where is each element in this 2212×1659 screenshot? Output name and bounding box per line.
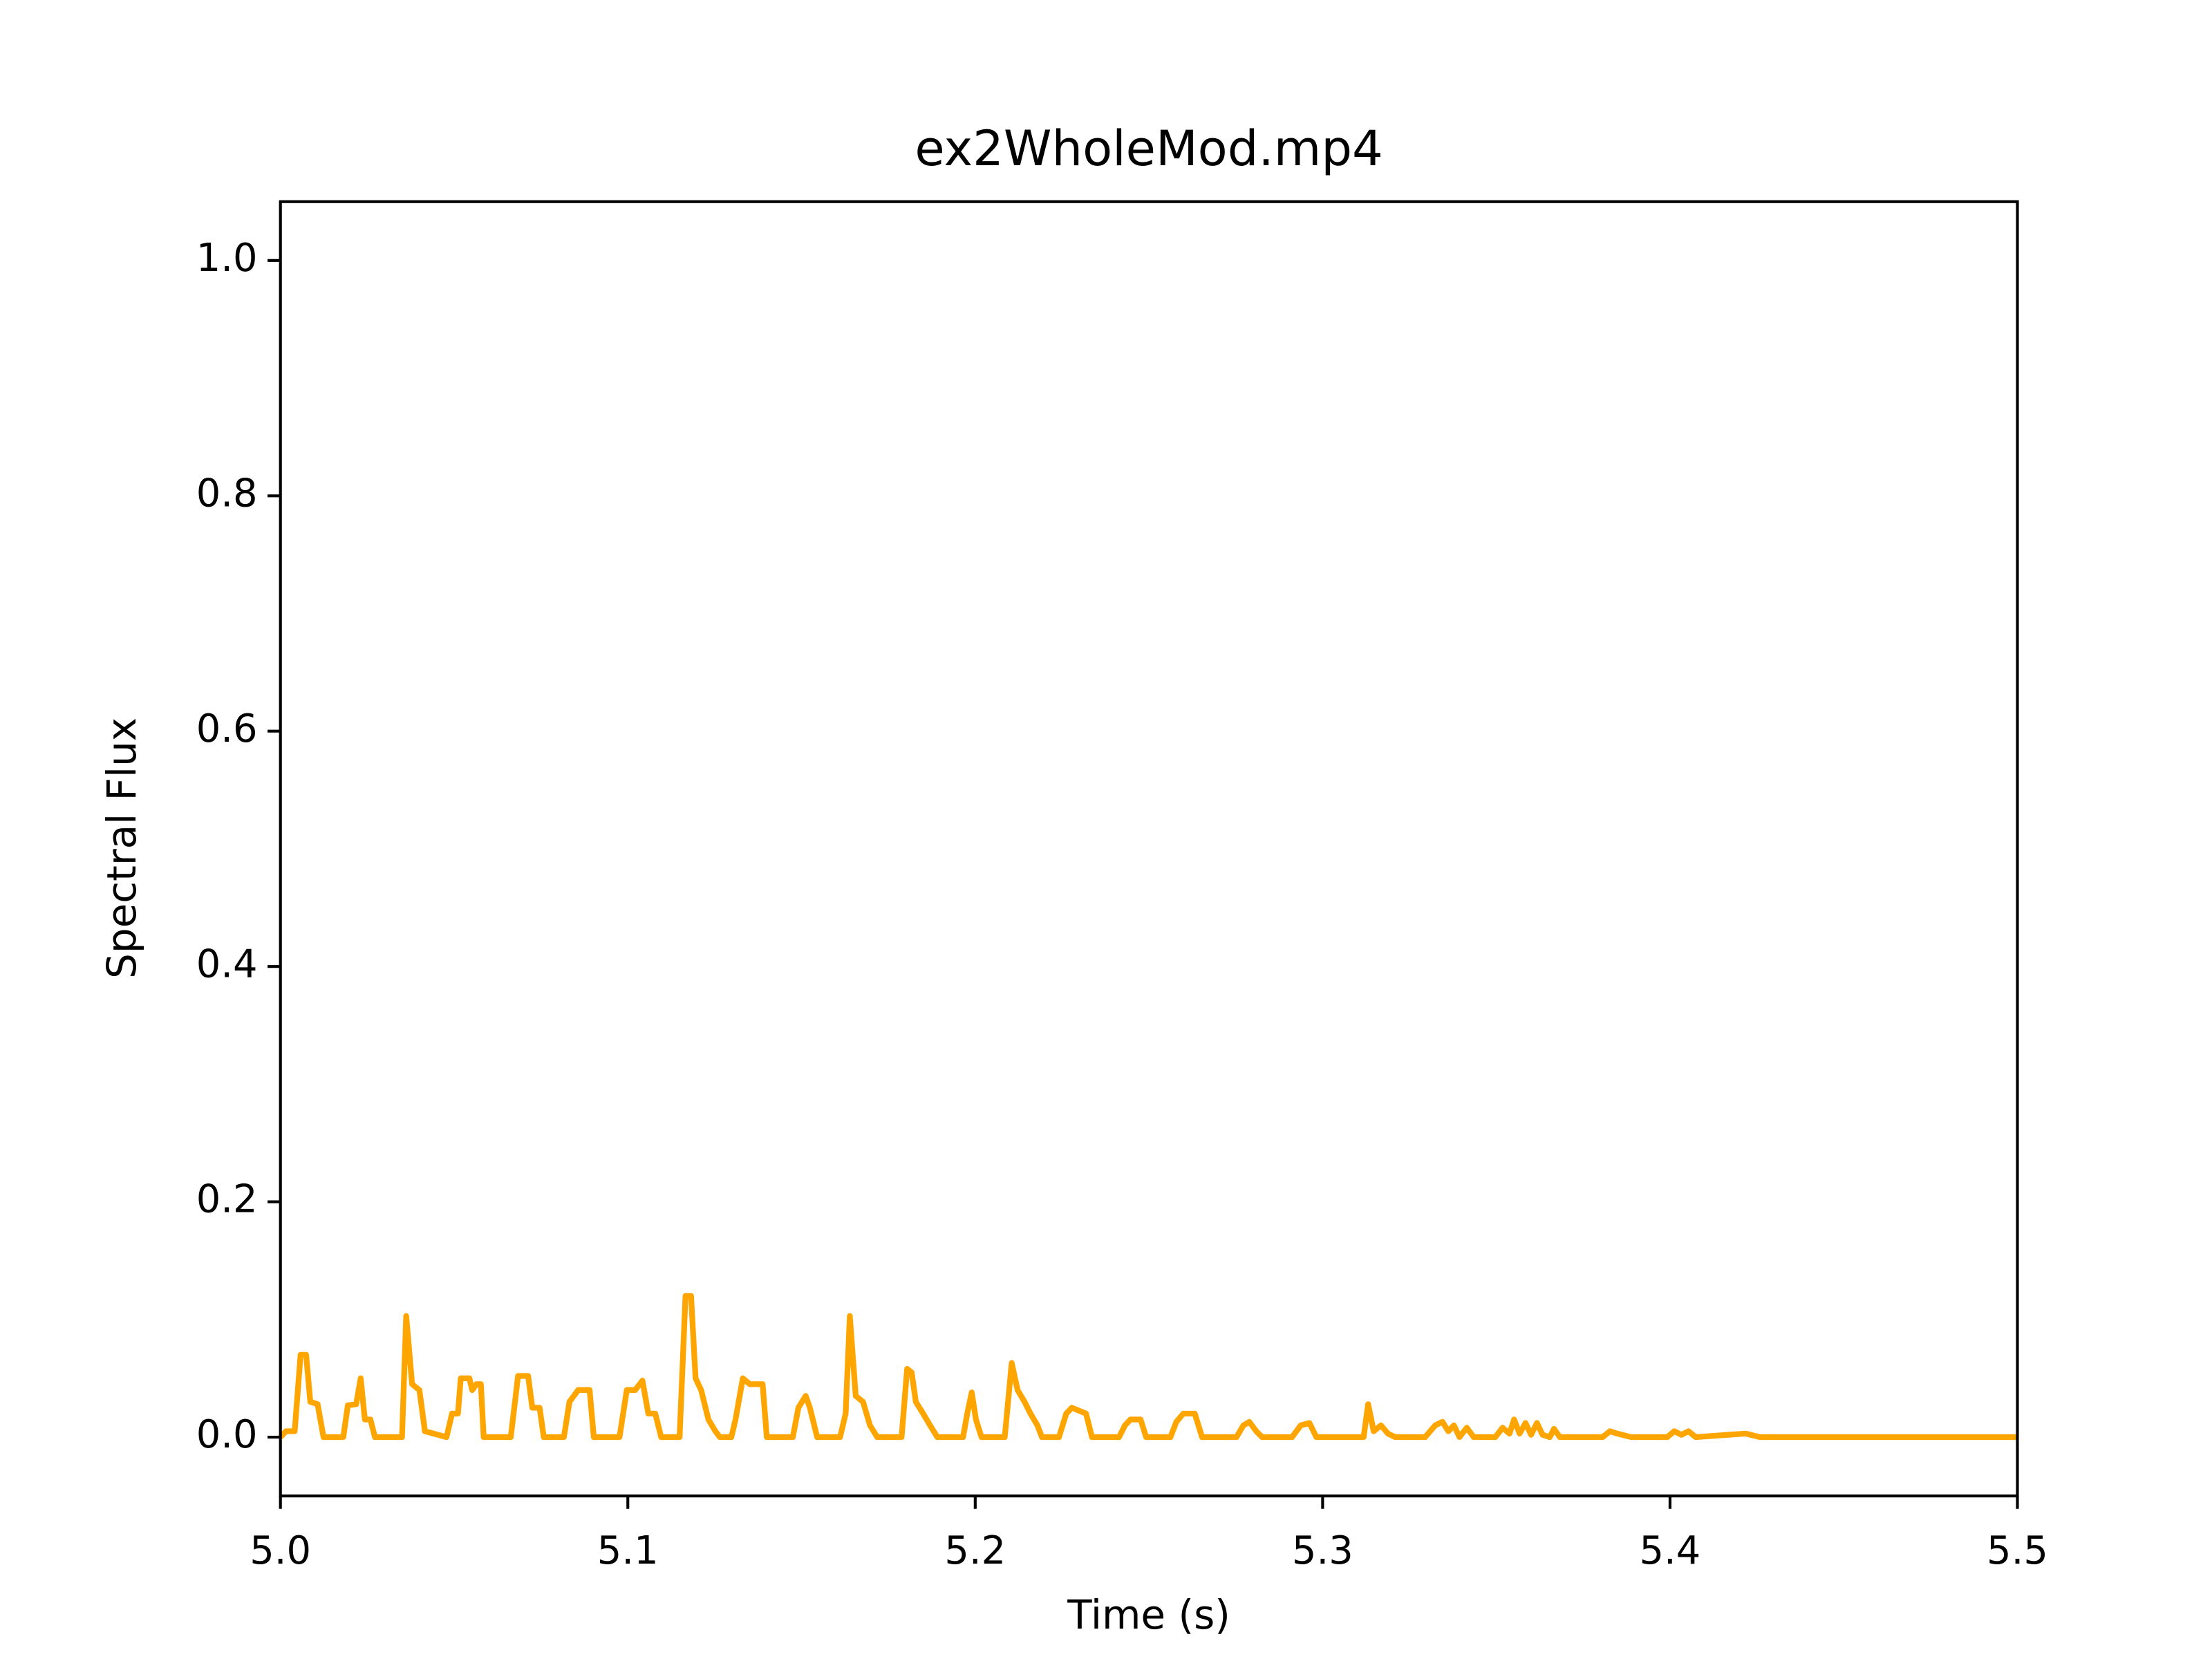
x-axis-label: Time (s) [1067,1591,1230,1638]
y-tick-label: 0.6 [196,706,258,751]
x-tick-label: 5.2 [944,1528,1006,1573]
y-tick-label: 0.8 [196,471,258,516]
x-tick-label: 5.4 [1640,1528,1701,1573]
y-axis-label: Spectral Flux [98,718,145,979]
chart-title: ex2WholeMod.mp4 [915,120,1382,177]
y-tick-label: 0.2 [196,1177,258,1222]
y-tick-label: 1.0 [196,236,258,281]
x-tick-label: 5.0 [250,1528,311,1573]
plot-frame [279,200,2019,1498]
x-tick-label: 5.5 [1987,1528,2048,1573]
x-tick-label: 5.3 [1292,1528,1353,1573]
y-tick-label: 0.0 [196,1412,258,1457]
y-tick-label: 0.4 [196,941,258,986]
data-line [278,1293,2018,1441]
x-tick-label: 5.1 [597,1528,659,1573]
